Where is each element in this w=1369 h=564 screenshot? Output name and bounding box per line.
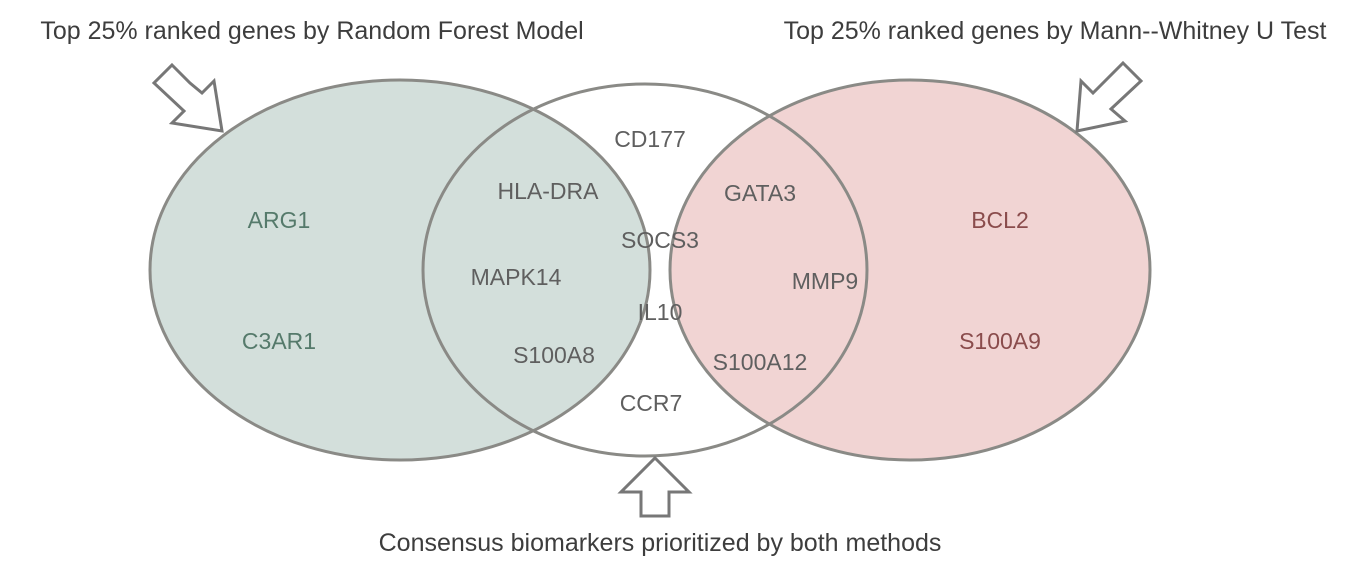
bottom-arrow-icon [617, 455, 693, 518]
gene-label-il10: IL10 [638, 299, 683, 325]
gene-label-ccr7: CCR7 [620, 390, 683, 416]
gene-label-s100a9: S100A9 [959, 328, 1041, 354]
left-arrow-icon [151, 62, 224, 133]
intersection-label: Consensus biomarkers prioritized by both… [379, 529, 942, 557]
gene-label-c3ar1: C3AR1 [242, 328, 316, 354]
gene-label-socs3: SOCS3 [621, 227, 699, 253]
gene-label-hla-dra: HLA-DRA [498, 178, 600, 204]
left-set-label: Top 25% ranked genes by Random Forest Mo… [40, 17, 583, 45]
inner-ellipse-outline [421, 82, 869, 458]
gene-label-gata3: GATA3 [724, 180, 796, 206]
right-set-outline [668, 78, 1152, 462]
gene-label-cd177: CD177 [614, 126, 686, 152]
right-set-ellipse [670, 80, 1150, 460]
right-arrow-icon [1075, 60, 1144, 133]
gene-label-arg1: ARG1 [248, 207, 311, 233]
gene-label-bcl2: BCL2 [971, 207, 1029, 233]
gene-label-s100a8: S100A8 [513, 342, 595, 368]
gene-label-s100a12: S100A12 [713, 349, 808, 375]
gene-label-mapk14: MAPK14 [471, 264, 562, 290]
gene-label-mmp9: MMP9 [792, 268, 858, 294]
left-set-ellipse [150, 80, 650, 460]
right-set-label: Top 25% ranked genes by Mann--Whitney U … [784, 17, 1327, 45]
left-set-outline [148, 78, 652, 462]
